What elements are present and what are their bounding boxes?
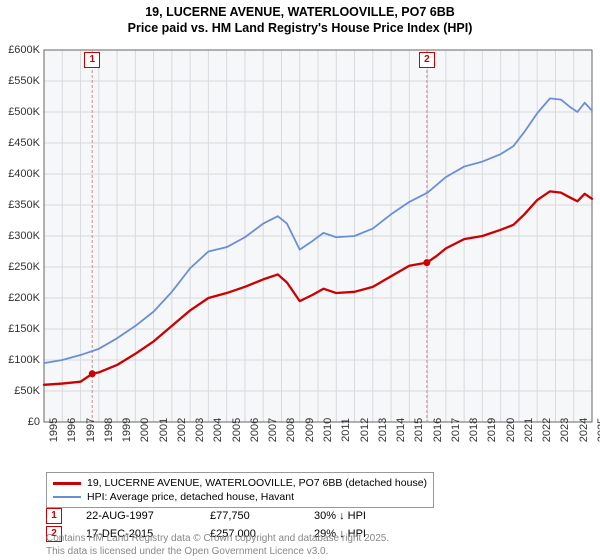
x-tick-label: 2021 — [523, 418, 535, 442]
x-tick-label: 1997 — [85, 418, 97, 442]
footer: Contains HM Land Registry data © Crown c… — [46, 533, 389, 558]
chart-marker-box: 1 — [84, 52, 100, 68]
x-tick-label: 1999 — [121, 418, 133, 442]
chart-marker-box: 2 — [419, 52, 435, 68]
x-tick-label: 2004 — [212, 418, 224, 442]
x-tick-label: 2010 — [322, 418, 334, 442]
tx-delta: 30% ↓ HPI — [314, 510, 394, 522]
chart-container: 19, LUCERNE AVENUE, WATERLOOVILLE, PO7 6… — [0, 0, 600, 560]
x-tick-label: 2022 — [541, 418, 553, 442]
legend-label: 19, LUCERNE AVENUE, WATERLOOVILLE, PO7 6… — [87, 477, 427, 489]
y-tick-label: £300K — [2, 230, 40, 242]
tx-date: 22-AUG-1997 — [86, 510, 186, 522]
x-tick-label: 1996 — [66, 418, 78, 442]
x-tick-label: 2001 — [158, 418, 170, 442]
footer-line2: This data is licensed under the Open Gov… — [46, 546, 389, 559]
x-tick-label: 2015 — [413, 418, 425, 442]
x-tick-label: 2016 — [432, 418, 444, 442]
chart-svg — [40, 46, 596, 426]
y-tick-label: £0 — [2, 416, 40, 428]
transaction-row: 1 22-AUG-1997 £77,750 30% ↓ HPI — [46, 508, 394, 524]
y-tick-label: £600K — [2, 44, 40, 56]
y-tick-label: £250K — [2, 261, 40, 273]
x-tick-label: 2009 — [304, 418, 316, 442]
y-tick-label: £500K — [2, 106, 40, 118]
marker-box: 1 — [46, 508, 62, 524]
x-tick-label: 2025 — [596, 418, 600, 442]
y-tick-label: £550K — [2, 75, 40, 87]
x-tick-label: 2006 — [249, 418, 261, 442]
x-tick-label: 2023 — [559, 418, 571, 442]
title-block: 19, LUCERNE AVENUE, WATERLOOVILLE, PO7 6… — [0, 0, 600, 37]
x-tick-label: 2000 — [139, 418, 151, 442]
x-tick-label: 1995 — [48, 418, 60, 442]
y-tick-label: £100K — [2, 354, 40, 366]
x-tick-label: 2019 — [486, 418, 498, 442]
y-tick-label: £150K — [2, 323, 40, 335]
x-tick-label: 2008 — [285, 418, 297, 442]
title-line1: 19, LUCERNE AVENUE, WATERLOOVILLE, PO7 6… — [0, 4, 600, 20]
legend: 19, LUCERNE AVENUE, WATERLOOVILLE, PO7 6… — [46, 472, 434, 508]
y-tick-label: £450K — [2, 137, 40, 149]
x-tick-label: 2003 — [194, 418, 206, 442]
legend-label: HPI: Average price, detached house, Hava… — [87, 491, 294, 503]
x-tick-label: 2018 — [468, 418, 480, 442]
x-tick-label: 2013 — [377, 418, 389, 442]
legend-swatch — [53, 496, 81, 498]
y-tick-label: £350K — [2, 199, 40, 211]
x-tick-label: 2012 — [359, 418, 371, 442]
legend-row: 19, LUCERNE AVENUE, WATERLOOVILLE, PO7 6… — [53, 476, 427, 490]
x-tick-label: 2017 — [450, 418, 462, 442]
x-tick-label: 1998 — [103, 418, 115, 442]
x-tick-label: 2005 — [231, 418, 243, 442]
x-tick-label: 2007 — [267, 418, 279, 442]
x-tick-label: 2002 — [176, 418, 188, 442]
chart-area — [40, 46, 596, 426]
title-line2: Price paid vs. HM Land Registry's House … — [0, 20, 600, 36]
x-tick-label: 2024 — [578, 418, 590, 442]
y-tick-label: £200K — [2, 292, 40, 304]
x-tick-label: 2011 — [340, 418, 352, 442]
footer-line1: Contains HM Land Registry data © Crown c… — [46, 533, 389, 546]
x-tick-label: 2020 — [505, 418, 517, 442]
legend-swatch — [53, 482, 81, 485]
tx-price: £77,750 — [210, 510, 290, 522]
legend-row: HPI: Average price, detached house, Hava… — [53, 490, 427, 504]
x-tick-label: 2014 — [395, 418, 407, 442]
y-tick-label: £400K — [2, 168, 40, 180]
y-tick-label: £50K — [2, 385, 40, 397]
